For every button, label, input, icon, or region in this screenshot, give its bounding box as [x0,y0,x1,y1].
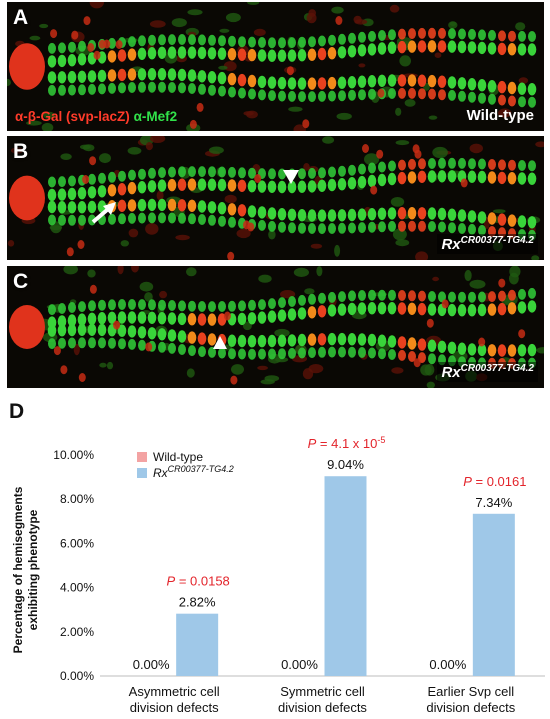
arrowhead-marker-c [213,336,227,349]
bar-mutant [472,513,515,676]
y-tick-label: 6.00% [60,536,94,550]
stain-green-label: α-Mef2 [133,109,178,124]
legend-swatch [137,452,147,462]
category-label: Earlier Svp cell division defects [426,684,515,715]
y-tick-label: 0.00% [60,669,94,683]
data-label: 9.04% [327,457,364,472]
p-value-label: P = 4.1 x 10-5 [308,435,386,451]
y-tick-label: 8.00% [60,492,94,506]
legend-entry: Wild-type [153,450,203,464]
arrowhead-marker-b [283,170,299,184]
bar-mutant [176,613,219,676]
y-tick-label: 10.00% [53,448,94,462]
arrow-marker-b [91,202,116,224]
stain-legend: α-β-Gal (svp-lacZ) α-Mef2 [15,109,177,124]
panel-label-c: C [13,270,29,293]
genotype-label-c: RxCR00377-TG4.2 [437,362,538,382]
panel-c: C RxCR00377-TG4.2 [7,266,544,388]
p-value-label: P = 0.0158 [167,574,230,589]
panel-a: A α-β-Gal (svp-lacZ) α-Mef2 Wild-type [7,2,544,131]
bar-chart: Percentage of hemisegmentsexhibiting phe… [11,435,545,715]
data-label: 0.00% [133,657,170,672]
genotype-sup-b: CR00377-TG4.2 [460,235,534,246]
y-tick-label: 4.00% [60,581,94,595]
genotype-label-a: Wild-type [466,107,534,124]
p-value-label: P = 0.0161 [463,474,526,489]
y-tick-label: 2.00% [60,625,94,639]
legend-entry: RxCR00377-TG4.2 [153,464,234,480]
category-label: Symmetric cell division defects [278,684,367,715]
legend-swatch [137,468,147,478]
genotype-label-b: RxCR00377-TG4.2 [437,234,538,254]
data-label: 2.82% [179,595,216,610]
data-label: 7.34% [475,495,512,510]
genotype-main-c: Rx [441,364,461,381]
genotype-main-b: Rx [441,236,461,253]
genotype-sup-c: CR00377-TG4.2 [460,363,534,374]
panel-label-d: D [9,400,25,423]
data-label: 0.00% [429,657,466,672]
stain-red-label: α-β-Gal (svp-lacZ) [15,109,130,124]
y-axis-label: Percentage of hemisegmentsexhibiting phe… [11,486,40,653]
category-label: Asymmetric cell division defects [129,684,220,715]
data-label: 0.00% [281,657,318,672]
panel-b: B RxCR00377-TG4.2 [7,136,544,260]
panel-label-b: B [13,140,29,163]
bar-mutant [324,476,367,676]
panel-label-a: A [13,6,29,29]
micrograph-a [7,2,544,131]
